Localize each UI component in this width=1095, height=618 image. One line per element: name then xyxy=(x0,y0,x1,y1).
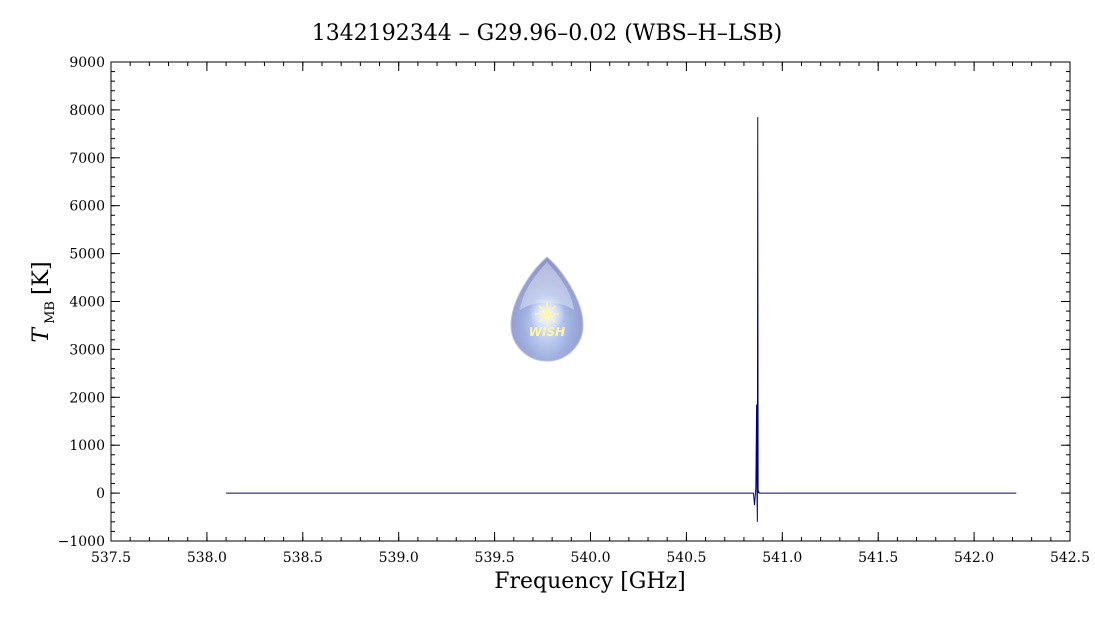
axis-ticks xyxy=(110,61,1071,542)
x-tick-label: 540.0 xyxy=(570,550,610,566)
x-tick-label: 540.5 xyxy=(666,550,706,566)
y-tick-label: 2000 xyxy=(69,390,105,406)
y-tick-label: −1000 xyxy=(58,534,105,550)
chart-title: 1342192344 – G29.96–0.02 (WBS–H–LSB) xyxy=(312,21,783,46)
x-tick-label: 541.0 xyxy=(762,550,802,566)
tick-labels: 537.5 538.0 538.5 539.0 539.5 540.0 540.5 541.0… xyxy=(58,55,1090,566)
x-tick-label: 542.0 xyxy=(954,550,994,566)
y-axis-label-main: T xyxy=(29,326,54,343)
y-tick-label: 4000 xyxy=(69,295,105,311)
y-tick-label: 9000 xyxy=(69,55,105,71)
svg-text:TMB[K]: T MB [K] xyxy=(29,261,58,342)
plot-frame xyxy=(110,61,1071,542)
y-axis-label-unit: [K] xyxy=(29,261,54,295)
x-axis-label: Frequency [GHz] xyxy=(494,569,686,594)
y-tick-label: 7000 xyxy=(69,151,105,167)
x-tick-label: 542.5 xyxy=(1050,550,1090,566)
y-axis-label-sub: MB xyxy=(43,301,58,324)
y-tick-label: 8000 xyxy=(69,103,105,119)
series-layer xyxy=(226,117,1017,522)
x-tick-label: 539.0 xyxy=(379,550,419,566)
y-tick-label: 6000 xyxy=(69,199,105,215)
x-tick-label: 541.5 xyxy=(858,550,898,566)
x-tick-label: 537.5 xyxy=(91,550,131,566)
x-tick-label: 538.0 xyxy=(187,550,227,566)
wish-logo: WISH xyxy=(510,256,584,362)
y-tick-label: 5000 xyxy=(69,247,105,263)
y-tick-label: 1000 xyxy=(69,438,105,454)
spectrum-line xyxy=(226,117,1017,522)
logo-text: WISH xyxy=(529,325,565,339)
x-tick-label: 539.5 xyxy=(475,550,515,566)
y-axis-label: T MB [K] xyxy=(29,261,58,342)
y-tick-label: 3000 xyxy=(69,342,105,358)
star-icon xyxy=(535,302,559,326)
x-tick-label: 538.5 xyxy=(283,550,323,566)
y-tick-label: 0 xyxy=(96,486,105,502)
